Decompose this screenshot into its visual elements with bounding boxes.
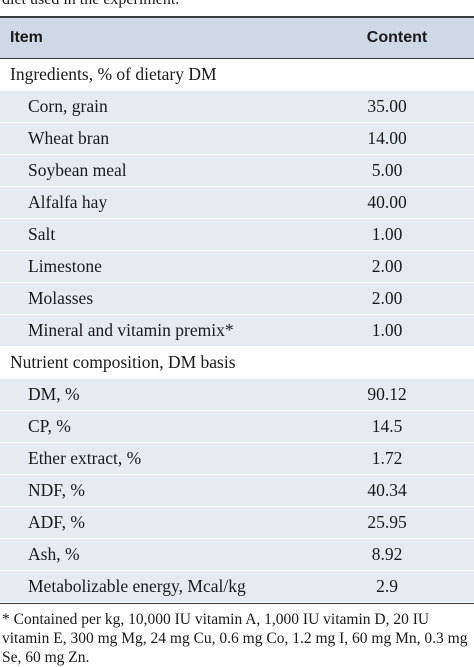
table-row: Soybean meal 5.00 (0, 155, 474, 187)
diet-composition-table: Item Content Ingredients, % of dietary D… (0, 16, 474, 667)
row-item: CP, % (28, 416, 71, 436)
table-row: Ether extract, % 1.72 (0, 443, 474, 475)
table-row: Corn, grain 35.00 (0, 91, 474, 123)
table-caption: diet used in the experiment. (0, 0, 474, 16)
row-item: DM, % (28, 384, 80, 404)
table-row: Metabolizable energy, Mcal/kg 2.9 (0, 571, 474, 603)
row-content: 14.00 (367, 128, 407, 148)
row-content: 2.00 (371, 288, 403, 308)
row-content: 8.92 (371, 544, 403, 564)
table-row: ADF, % 25.95 (0, 507, 474, 539)
row-item: Ash, % (28, 544, 80, 564)
row-content: 90.12 (367, 384, 407, 404)
row-item: Salt (28, 224, 56, 244)
caption-text: diet used in the experiment. (2, 0, 179, 9)
row-item: Ether extract, % (28, 448, 142, 468)
table-row: NDF, % 40.34 (0, 475, 474, 507)
table-header: Item Content (0, 16, 474, 59)
header-content: Content (366, 29, 428, 46)
row-item: Limestone (28, 256, 102, 276)
row-item: Alfalfa hay (28, 192, 108, 212)
row-content: 35.00 (367, 96, 407, 116)
table-row: Molasses 2.00 (0, 283, 474, 315)
table-row: Mineral and vitamin premix* 1.00 (0, 315, 474, 347)
row-content: 40.34 (367, 480, 407, 500)
row-content: 1.00 (371, 224, 403, 244)
row-item: Metabolizable energy, Mcal/kg (28, 576, 246, 596)
row-item: Mineral and vitamin premix* (28, 320, 234, 340)
row-content: 25.95 (367, 512, 407, 532)
row-content: 2.9 (376, 576, 398, 596)
header-item: Item (10, 29, 43, 46)
section-nutrient-composition: Nutrient composition, DM basis (0, 347, 474, 379)
row-content: 5.00 (371, 160, 403, 180)
row-content: 14.5 (371, 416, 403, 436)
table-row: Wheat bran 14.00 (0, 123, 474, 155)
table-row: Salt 1.00 (0, 219, 474, 251)
row-item: Soybean meal (28, 160, 127, 180)
section-ingredients: Ingredients, % of dietary DM (0, 59, 474, 91)
row-content: 2.00 (371, 256, 403, 276)
table-row: DM, % 90.12 (0, 379, 474, 411)
row-item: Wheat bran (28, 128, 110, 148)
row-item: Molasses (28, 288, 94, 308)
row-content: 40.00 (367, 192, 407, 212)
table-footnote: * Contained per kg, 10,000 IU vitamin A,… (0, 603, 474, 667)
table-row: Alfalfa hay 40.00 (0, 187, 474, 219)
row-content: 1.72 (371, 448, 403, 468)
row-item: ADF, % (28, 512, 85, 532)
table-row: CP, % 14.5 (0, 411, 474, 443)
row-item: Corn, grain (28, 96, 108, 116)
table-row: Limestone 2.00 (0, 251, 474, 283)
table-row: Ash, % 8.92 (0, 539, 474, 571)
row-item: NDF, % (28, 480, 85, 500)
row-content: 1.00 (371, 320, 403, 340)
